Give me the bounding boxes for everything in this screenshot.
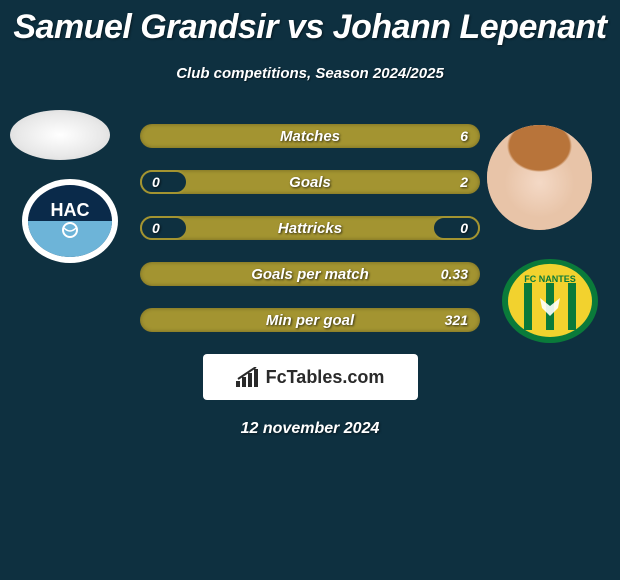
- stat-row: Min per goal 321: [0, 308, 620, 332]
- stat-row: Goals per match 0.33: [0, 262, 620, 286]
- stat-value-right: 321: [445, 312, 468, 328]
- stat-value-left: 0: [152, 220, 160, 236]
- date: 12 november 2024: [0, 420, 620, 438]
- stat-bar: Min per goal 321: [140, 308, 480, 332]
- stat-value-right: 0: [460, 220, 468, 236]
- bar-fill-left: [140, 170, 188, 194]
- stat-bar: 0 Goals 2: [140, 170, 480, 194]
- page-title: Samuel Grandsir vs Johann Lepenant: [0, 0, 620, 47]
- stat-row: 0 Goals 2: [0, 170, 620, 194]
- stat-value-right: 2: [460, 174, 468, 190]
- stat-value-left: 0: [152, 174, 160, 190]
- stat-label: Matches: [280, 128, 340, 145]
- stat-row: 0 Hattricks 0: [0, 216, 620, 240]
- chart-icon: [236, 367, 260, 387]
- stat-bar: Matches 6: [140, 124, 480, 148]
- stat-label: Goals: [289, 174, 331, 191]
- page-subtitle: Club competitions, Season 2024/2025: [0, 65, 620, 82]
- stat-row: Matches 6: [0, 124, 620, 148]
- stat-bar: Goals per match 0.33: [140, 262, 480, 286]
- stat-label: Goals per match: [251, 266, 369, 283]
- bar-fill-right: [432, 216, 480, 240]
- stat-value-right: 0.33: [441, 266, 468, 282]
- branding-text: FcTables.com: [266, 367, 385, 388]
- branding-badge: FcTables.com: [203, 354, 418, 400]
- bar-fill-left: [140, 216, 188, 240]
- stat-label: Min per goal: [266, 312, 354, 329]
- stat-value-right: 6: [460, 128, 468, 144]
- stats-area: Matches 6 0 Goals 2 0 Hattricks 0 Goals per matc…: [0, 124, 620, 332]
- stat-label: Hattricks: [278, 220, 342, 237]
- stat-bar: 0 Hattricks 0: [140, 216, 480, 240]
